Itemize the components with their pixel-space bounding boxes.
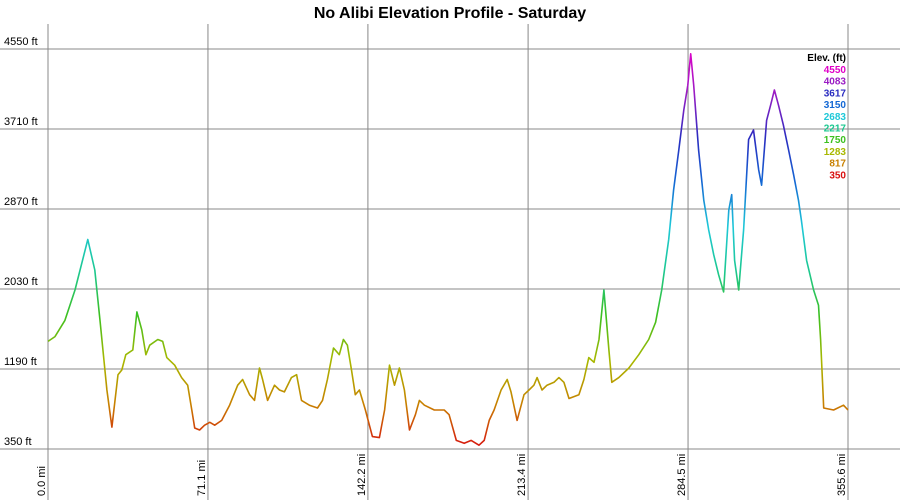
legend-entry: 350 [829,170,846,181]
elevation-line [47,53,849,446]
y-tick-label: 3710 ft [4,116,38,128]
legend-entry: 3617 [824,88,847,99]
x-tick-label: 71.1 mi [196,460,208,496]
y-tick-label: 4550 ft [4,36,38,48]
legend-entry: 1283 [824,147,847,158]
x-tick-label: 0.0 mi [36,466,48,496]
y-tick-label: 2030 ft [4,276,38,288]
legend-entry: 1750 [824,135,847,146]
legend-entry: 817 [829,159,846,170]
legend-entry: 2683 [824,112,847,123]
legend-title: Elev. (ft) [807,53,846,64]
legend-entry: 4550 [824,65,847,76]
x-tick-label: 355.6 mi [836,454,848,496]
y-tick-label: 350 ft [4,436,32,448]
y-tick-label: 2870 ft [4,196,38,208]
legend-entry: 2217 [824,124,847,135]
y-tick-label: 1190 ft [4,356,37,368]
chart-title: No Alibi Elevation Profile - Saturday [314,5,586,22]
x-tick-label: 284.5 mi [676,454,688,496]
legend-entry: 4083 [824,77,847,88]
x-tick-label: 213.4 mi [516,454,528,496]
legend-entry: 3150 [824,100,847,111]
x-tick-label: 142.2 mi [356,454,368,496]
